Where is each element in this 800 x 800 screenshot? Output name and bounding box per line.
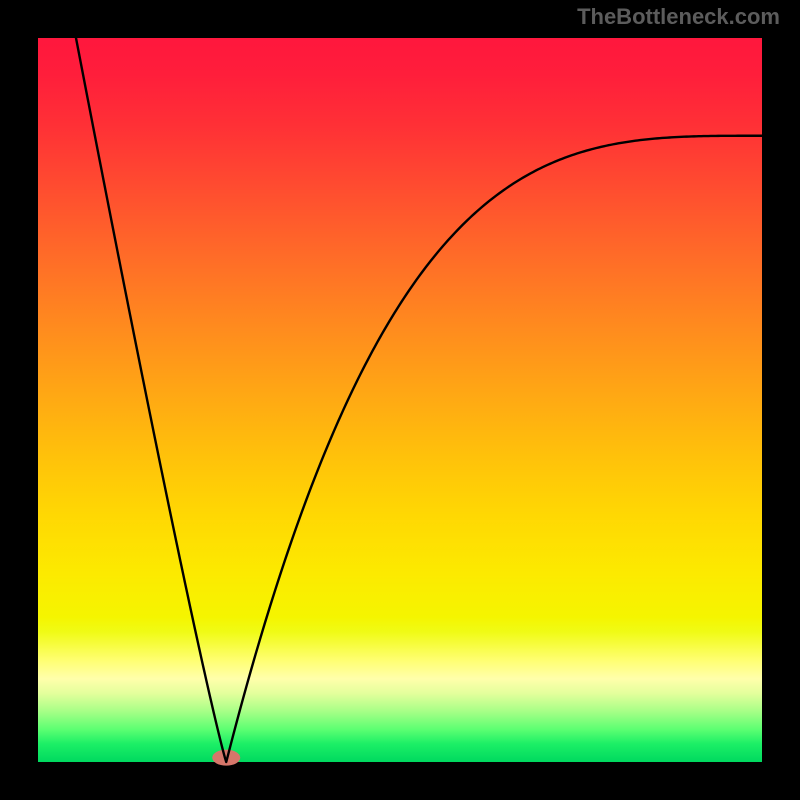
watermark-text: TheBottleneck.com xyxy=(577,4,780,30)
chart-container: TheBottleneck.com xyxy=(0,0,800,800)
bottleneck-chart-svg xyxy=(0,0,800,800)
